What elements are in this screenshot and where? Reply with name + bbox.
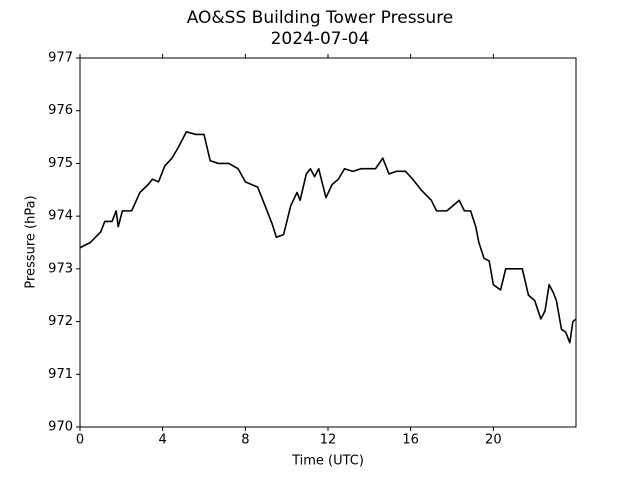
y-tick-label: 973	[48, 261, 73, 276]
y-tick-label: 970	[48, 420, 73, 435]
x-axis-label: Time (UTC)	[291, 454, 364, 469]
x-tick-label: 16	[402, 433, 419, 448]
data-line	[79, 131, 577, 344]
y-tick-label: 972	[48, 314, 73, 329]
y-tick-label: 974	[48, 209, 73, 224]
plot-frame	[79, 57, 577, 428]
chart-subtitle: 2024-07-04	[271, 29, 370, 49]
x-tick-label: 8	[241, 433, 249, 448]
x-tick-label: 4	[159, 433, 167, 448]
x-tick-label: 12	[320, 433, 337, 448]
y-tick-label: 975	[48, 156, 73, 171]
y-axis-label: Pressure (hPa)	[24, 195, 39, 288]
y-tick-label: 977	[48, 51, 73, 66]
chart-title: AO&SS Building Tower Pressure	[187, 8, 454, 28]
x-tick-label: 20	[485, 433, 502, 448]
x-tick-label: 0	[76, 433, 84, 448]
y-tick-label: 976	[48, 103, 73, 118]
y-tick-label: 971	[48, 367, 73, 382]
plot-area	[80, 58, 576, 427]
